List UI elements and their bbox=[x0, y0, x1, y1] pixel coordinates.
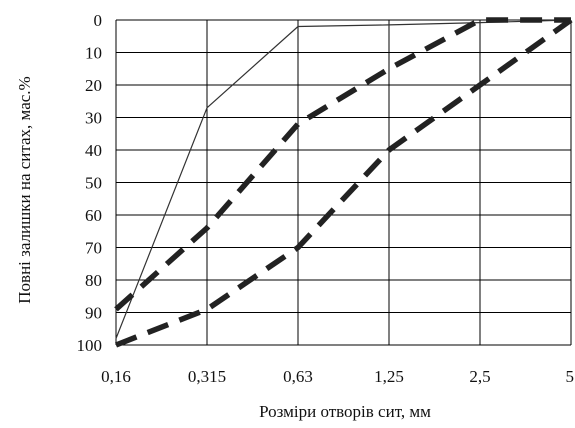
x-tick-label: 0,16 bbox=[101, 367, 131, 386]
y-tick-label: 40 bbox=[85, 141, 102, 160]
y-tick-label: 100 bbox=[77, 336, 103, 355]
x-tick-label: 5 bbox=[566, 367, 575, 386]
y-axis-title: Повні залишки на ситах, мас.% bbox=[15, 76, 34, 303]
x-axis-title: Розміри отворів сит, мм bbox=[259, 402, 431, 421]
y-tick-label: 20 bbox=[85, 76, 102, 95]
x-tick-label: 0,63 bbox=[283, 367, 313, 386]
y-tick-label: 80 bbox=[85, 271, 102, 290]
x-tick-label: 0,315 bbox=[188, 367, 226, 386]
y-tick-label: 70 bbox=[85, 239, 102, 258]
y-tick-label: 30 bbox=[85, 109, 102, 128]
series-line-3 bbox=[114, 17, 573, 348]
y-tick-label: 10 bbox=[85, 44, 102, 63]
x-tick-labels: 0,16 0,315 0,63 1,25 2,5 5 bbox=[101, 367, 574, 386]
series-line-2 bbox=[114, 17, 571, 312]
y-tick-label: 90 bbox=[85, 304, 102, 323]
y-tick-label: 0 bbox=[94, 11, 103, 30]
grid bbox=[115, 19, 572, 346]
x-tick-label: 1,25 bbox=[374, 367, 404, 386]
y-tick-labels: 0 10 20 30 40 50 60 70 80 90 100 bbox=[77, 11, 103, 355]
series-lines bbox=[114, 17, 573, 348]
x-tick-label: 2,5 bbox=[469, 367, 490, 386]
y-tick-label: 50 bbox=[85, 174, 102, 193]
y-tick-label: 60 bbox=[85, 206, 102, 225]
